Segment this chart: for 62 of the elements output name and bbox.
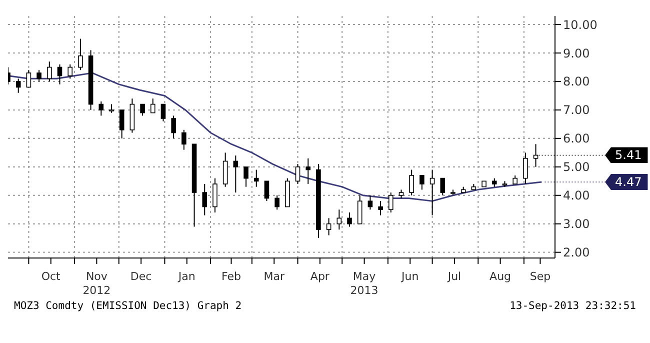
candlestick <box>254 169 259 188</box>
candlestick <box>57 64 62 85</box>
candlestick <box>409 169 414 196</box>
candlestick <box>326 218 332 236</box>
x-tick-label: Nov 2012 <box>82 270 111 297</box>
candlestick <box>430 169 435 216</box>
x-tick-label: Sep <box>530 270 551 283</box>
candlestick <box>368 194 373 210</box>
candlestick <box>523 152 528 184</box>
candlestick <box>440 178 446 196</box>
candlestick <box>46 61 52 82</box>
annotation: 5.41 <box>605 147 648 164</box>
candlestick <box>98 100 104 116</box>
candlestick <box>182 129 186 150</box>
y-tick-label: 8.00 <box>563 74 590 89</box>
candlestick <box>16 78 21 94</box>
y-tick-label: 2.00 <box>563 246 590 260</box>
candlestick <box>160 104 166 122</box>
candlestick <box>295 164 300 184</box>
candlestick <box>378 200 383 216</box>
candlestick <box>357 194 362 224</box>
y-tick-label: 5.00 <box>563 160 590 174</box>
annotation: 4.47 <box>605 174 648 190</box>
x-tick-label: Jul <box>446 270 462 283</box>
y-tick-label: 7.00 <box>563 103 590 118</box>
y-tick-label: 4.00 <box>563 188 590 203</box>
y-tick-label: 9.00 <box>563 46 590 60</box>
y-tick-label: 6.00 <box>563 132 590 146</box>
candlestick <box>388 192 394 213</box>
candlestick <box>533 144 538 168</box>
candlestick <box>347 212 352 228</box>
candlestick <box>119 109 124 139</box>
y-tick-label: 10.00 <box>563 18 598 32</box>
candlestick <box>306 158 311 184</box>
candlestick <box>222 152 228 188</box>
candlestick <box>68 64 72 80</box>
candlestick <box>36 70 42 82</box>
candlestick <box>244 166 248 188</box>
x-tick-label: Oct <box>41 270 62 283</box>
candlestick <box>202 183 208 216</box>
candlestick <box>78 38 83 71</box>
x-tick-label: Aug <box>490 270 512 283</box>
candlestick <box>150 98 156 114</box>
text: 13-Sep-2013 23:32:51 <box>510 300 636 312</box>
candlestick <box>171 115 176 139</box>
candlestick <box>274 194 280 210</box>
candlestick <box>140 104 145 116</box>
candlestick <box>212 178 218 213</box>
candlestick <box>336 209 342 230</box>
x-tick-label: Dec <box>130 270 152 283</box>
x-tick-label: Jan <box>177 270 196 283</box>
candlestick <box>26 70 32 88</box>
candlestick <box>420 174 424 190</box>
x-tick-label: Feb <box>221 270 241 283</box>
candlestick <box>233 155 238 194</box>
y-tick-label: 3.00 <box>563 217 590 232</box>
x-tick-label: Apr <box>310 270 330 283</box>
text: MOZ3 Comdty (EMISSION Dec13) Graph 2 <box>14 300 242 312</box>
x-tick-label: Jun <box>400 270 419 283</box>
x-tick-label: May 2013 <box>350 270 378 297</box>
candlestick <box>264 180 270 202</box>
x-tick-label: Mar <box>264 270 285 283</box>
